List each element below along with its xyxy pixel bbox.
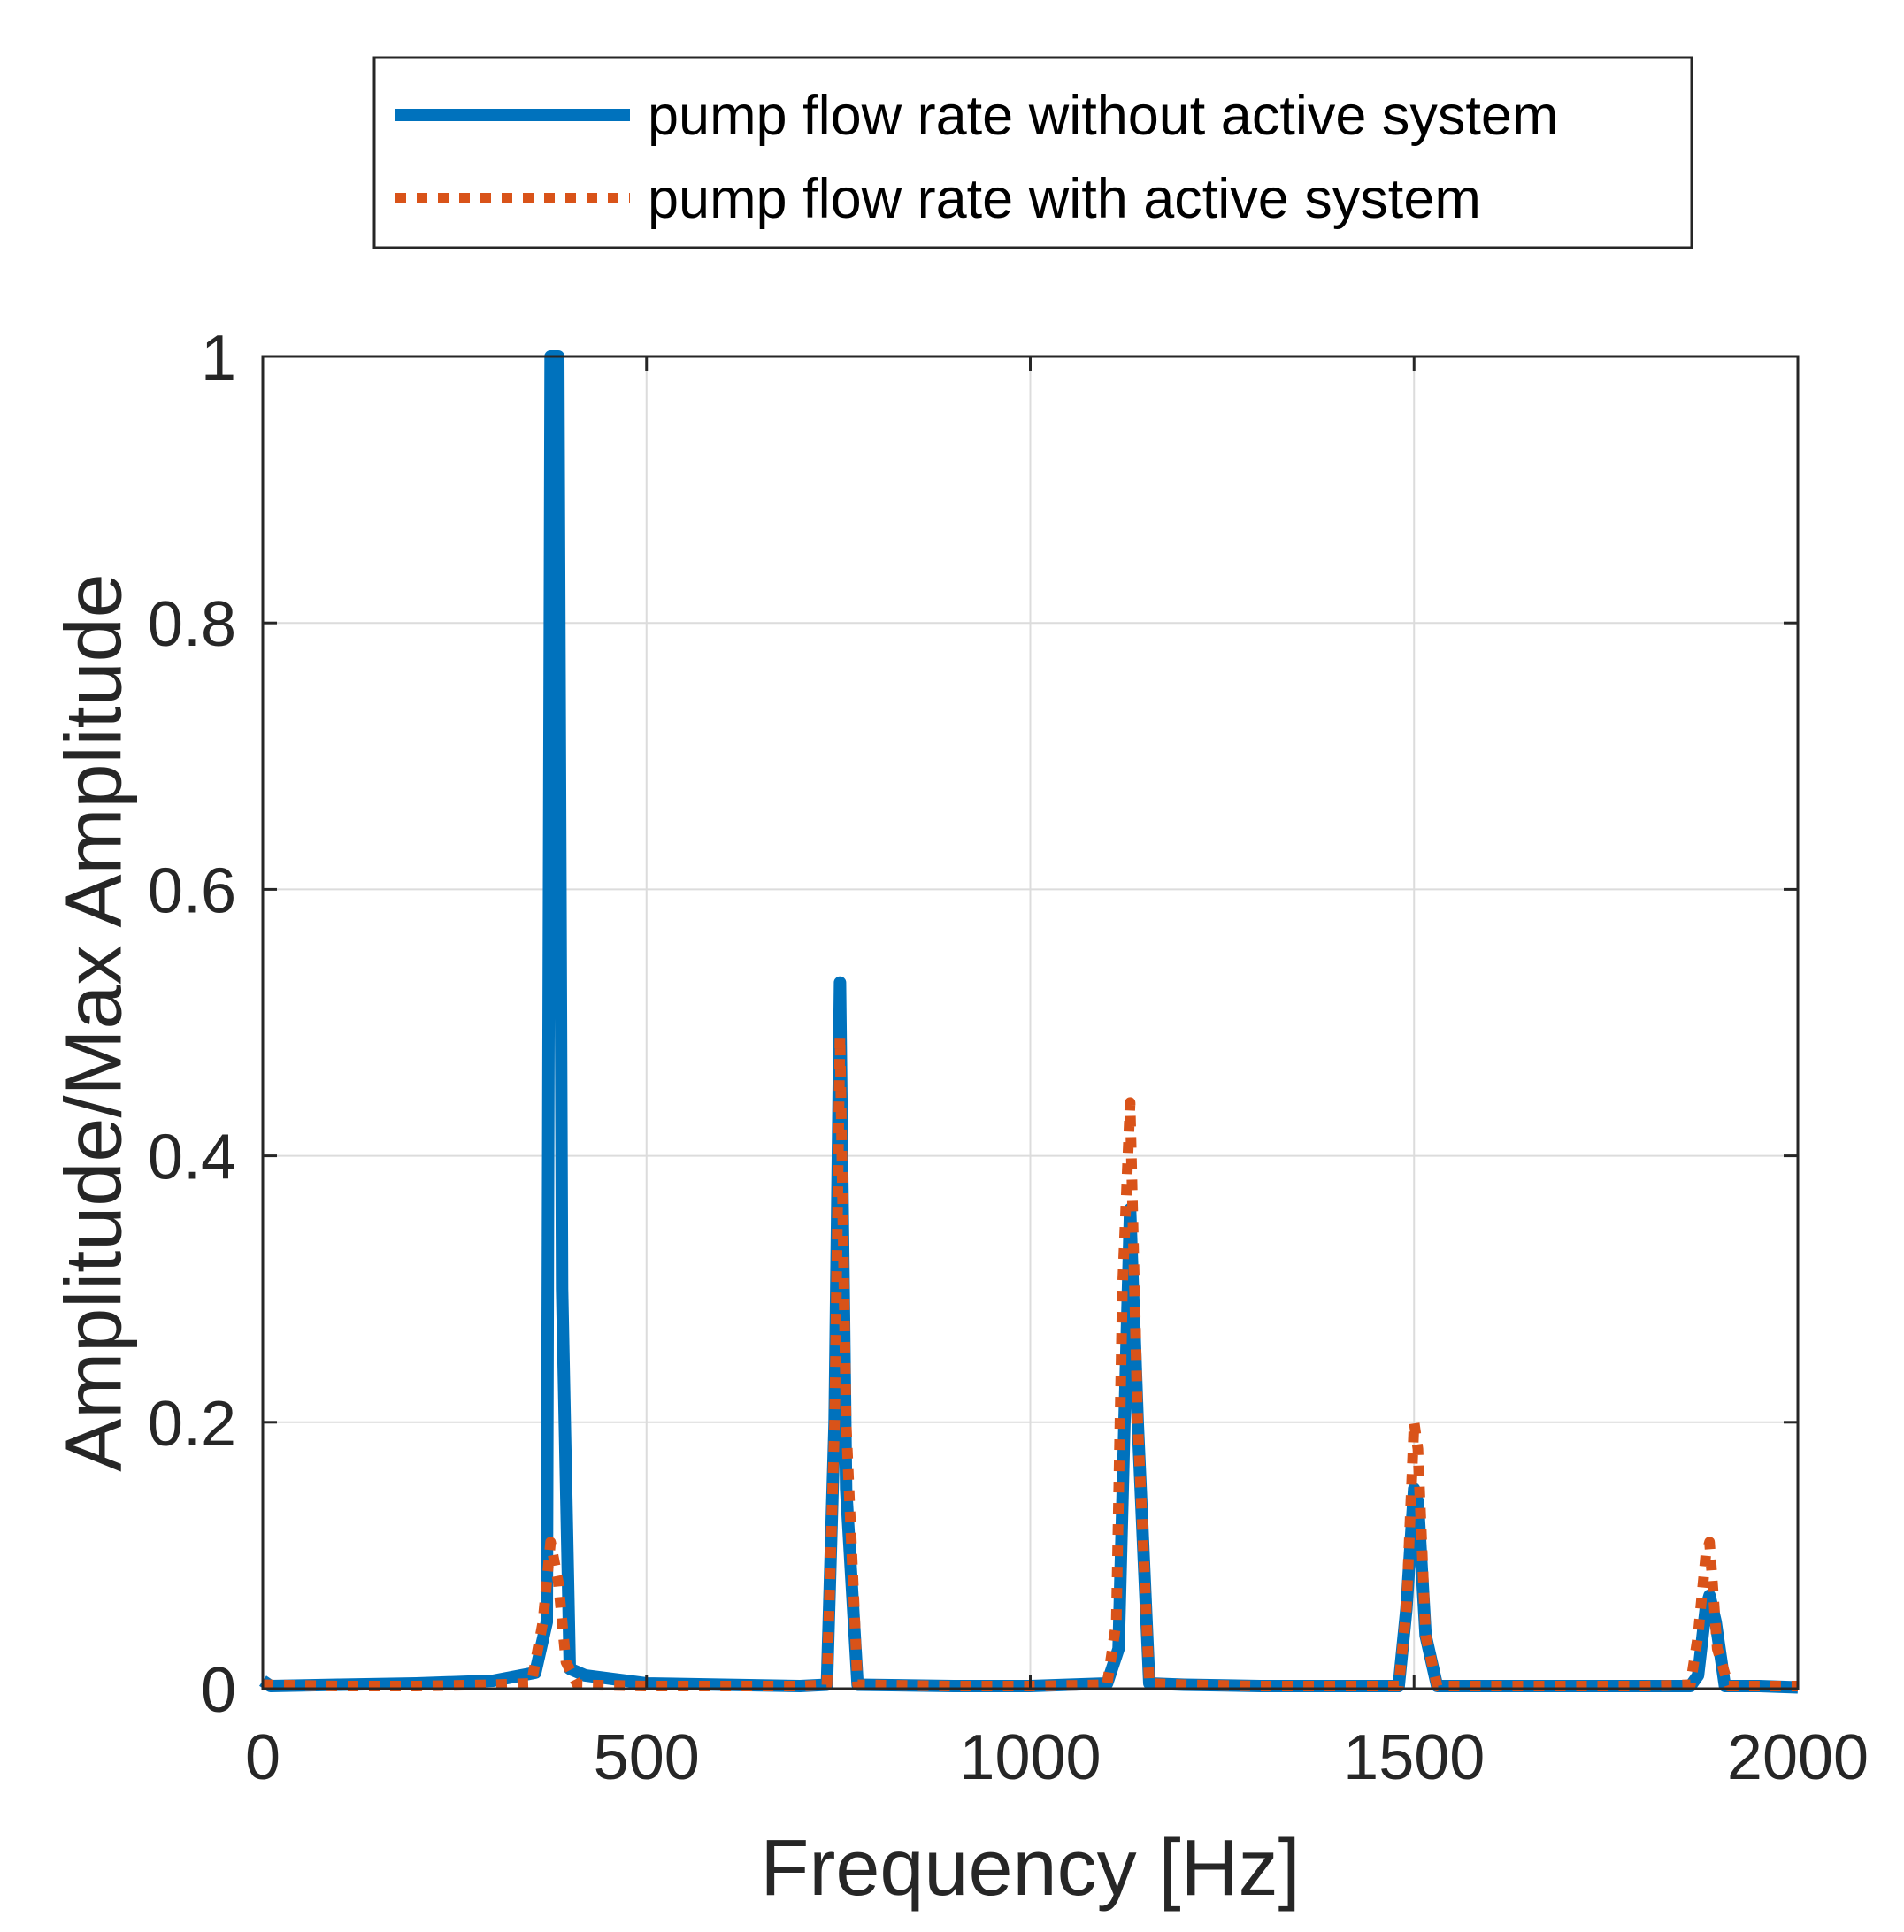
legend-box (372, 56, 1693, 249)
y-axis-label: Amplitude/Max Amplitude (50, 573, 139, 1472)
y-tick-label: 0.4 (148, 1123, 236, 1193)
x-axis-label: Frequency [Hz] (760, 1824, 1300, 1913)
legend: pump flow rate without active system pum… (372, 56, 1693, 249)
x-tick-label: 500 (594, 1722, 700, 1793)
legend-label-with-active: pump flow rate with active system (648, 168, 1481, 230)
y-tick-label: 0 (201, 1655, 236, 1726)
grid-lines (262, 356, 1799, 1690)
y-tick-label: 0.8 (148, 589, 236, 660)
tick-labels: 0 500 1000 1500 2000 0 0.2 0.4 0.6 0.8 1 (148, 323, 1869, 1793)
x-tick-label: 1000 (959, 1722, 1101, 1793)
x-tick-label: 0 (245, 1722, 280, 1793)
legend-label-without-active: pump flow rate without active system (648, 85, 1558, 147)
x-tick-label: 1500 (1343, 1722, 1485, 1793)
x-tick-label: 2000 (1727, 1722, 1869, 1793)
axis-ticks (261, 355, 1800, 1690)
series-line-with-active (262, 1031, 1798, 1691)
y-tick-label: 0.6 (148, 855, 236, 926)
y-tick-label: 1 (201, 323, 236, 394)
y-tick-label: 0.2 (148, 1389, 236, 1460)
